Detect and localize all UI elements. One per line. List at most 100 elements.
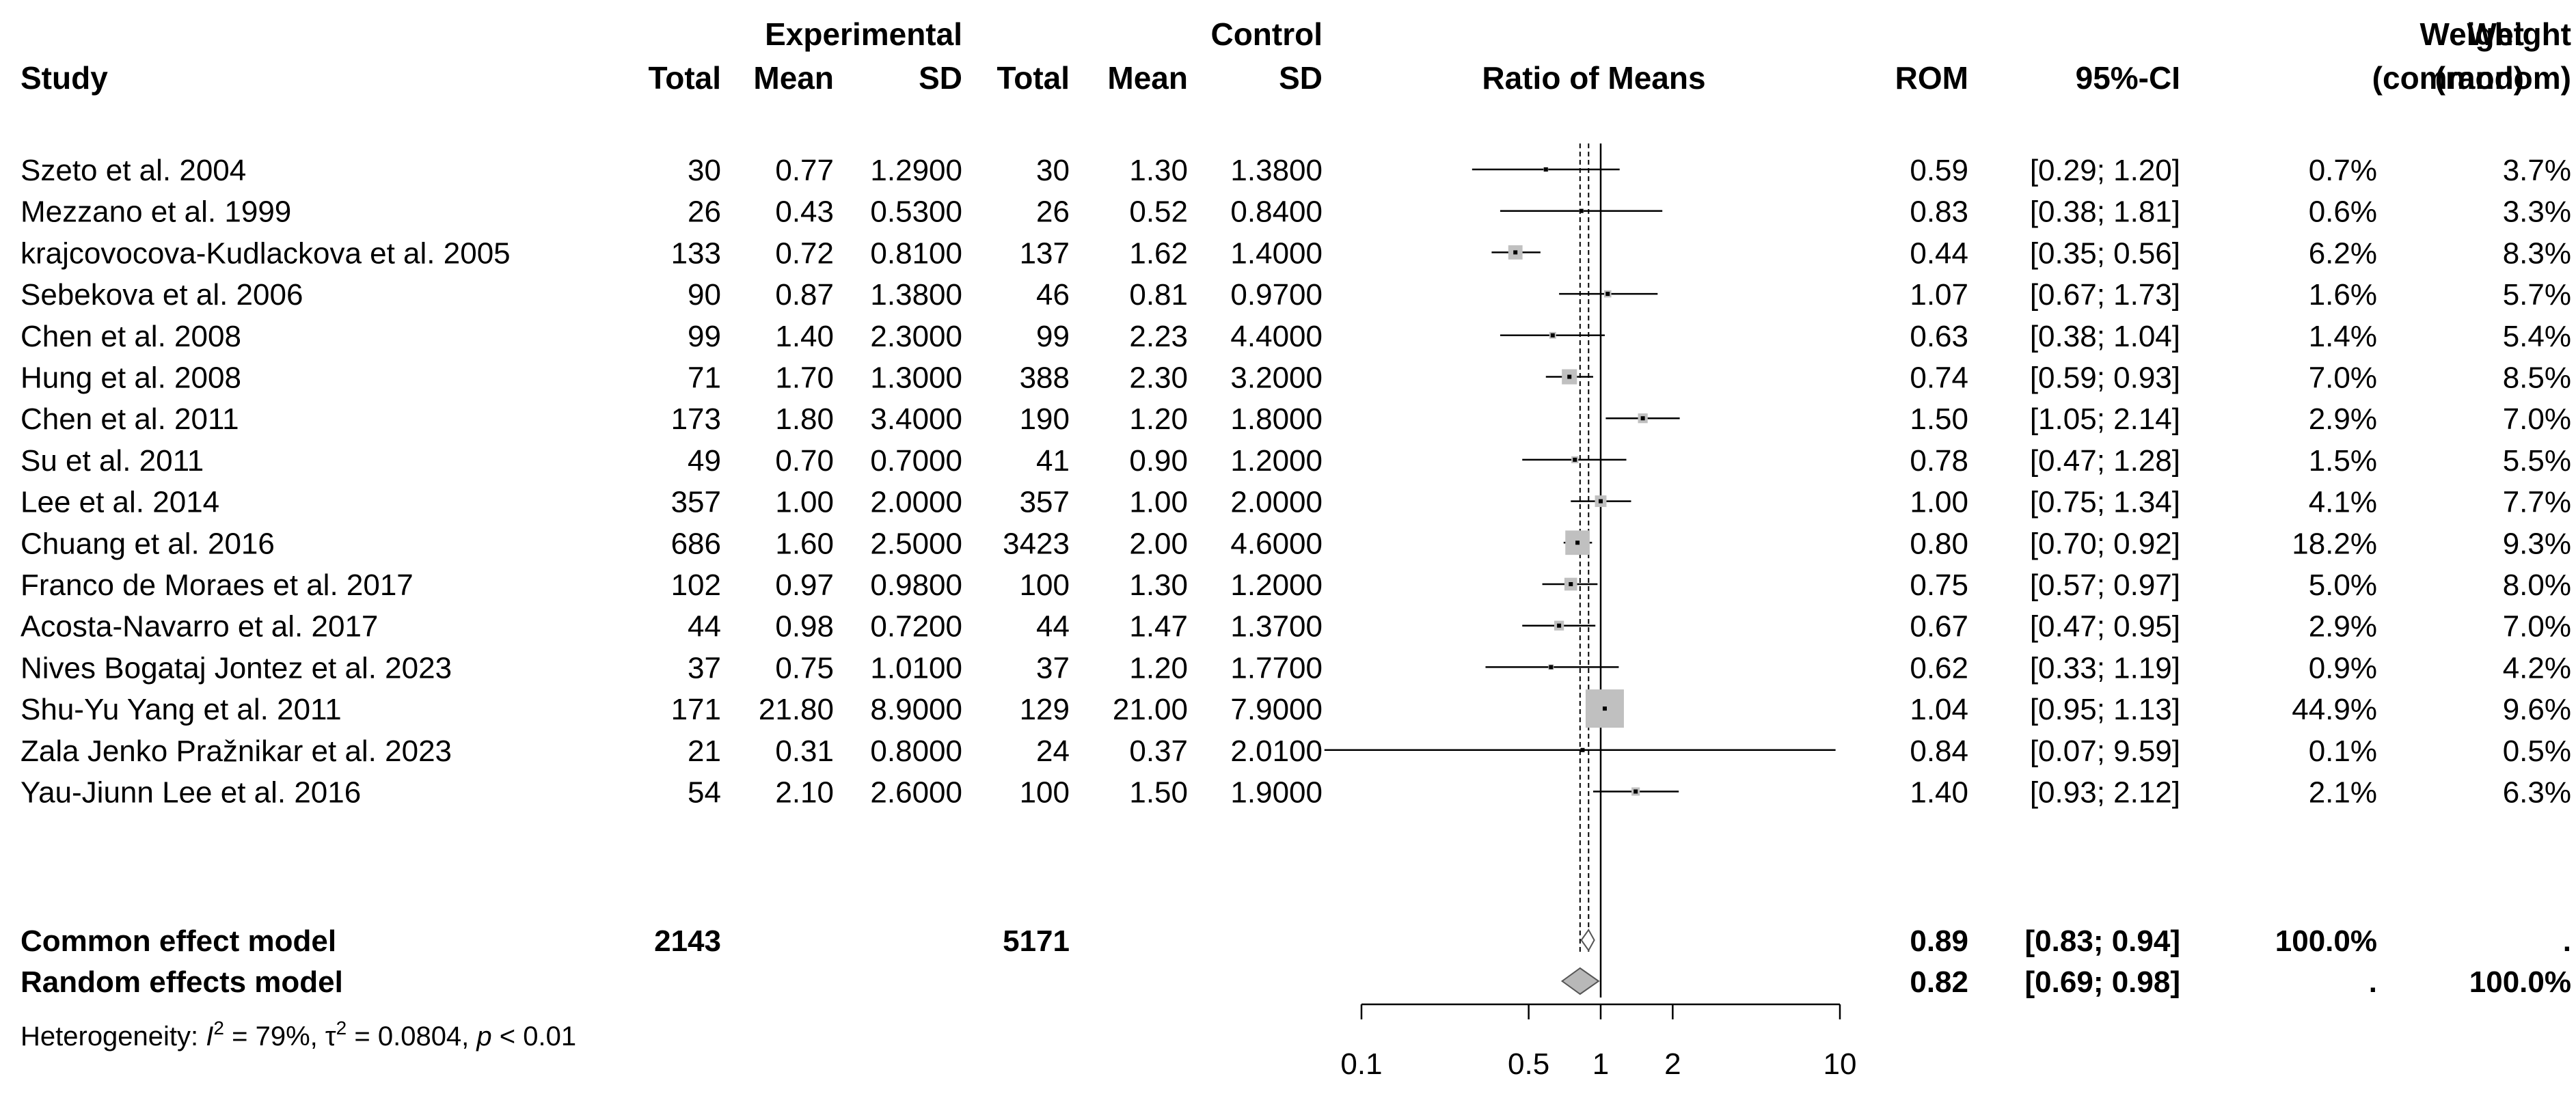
point-estimate xyxy=(1599,499,1603,504)
point-estimate xyxy=(1580,747,1585,752)
point-estimate xyxy=(1633,789,1638,794)
exp-mean: 1.70 xyxy=(775,361,834,395)
point-estimate xyxy=(1575,540,1580,545)
point-estimate xyxy=(1543,167,1548,171)
pooled-diamond xyxy=(1560,967,1600,995)
ctl-sd: 1.9000 xyxy=(1230,776,1323,810)
exp-total: 30 xyxy=(688,154,721,187)
exp-mean: 1.00 xyxy=(775,486,834,519)
weight-random: 3.7% xyxy=(2503,154,2571,187)
ci-value: [0.38; 1.04] xyxy=(2030,320,2180,353)
ctl-total: 37 xyxy=(1036,651,1070,685)
ctl-total: 44 xyxy=(1036,610,1070,644)
exp-sd: 2.5000 xyxy=(870,527,962,560)
ctl-mean: 1.00 xyxy=(1129,486,1188,519)
ctl-total: 129 xyxy=(1020,693,1070,726)
ci-value: [0.67; 1.73] xyxy=(2030,278,2180,312)
header-study: Study xyxy=(21,60,108,96)
pooled-rows: Common effect model 2143 5171 0.89 [0.83; 0.… xyxy=(21,924,2571,999)
ctl-total: 3423 xyxy=(1003,527,1070,560)
weight-common: 2.9% xyxy=(2309,610,2377,644)
ctl-total: 46 xyxy=(1036,278,1070,312)
point-estimate xyxy=(1640,416,1645,421)
weight-common: 7.0% xyxy=(2309,361,2377,395)
study-row: Hung et al. 2008 71 1.70 1.3000 388 2.30 3.200… xyxy=(21,361,2571,395)
exp-mean: 0.72 xyxy=(775,236,834,270)
weight-random: 5.4% xyxy=(2503,320,2571,353)
study-row: Szeto et al. 2004 30 0.77 1.2900 30 1.30 1.380… xyxy=(21,154,2571,187)
header-ci: 95%-CI xyxy=(2076,60,2180,96)
ctl-total: 41 xyxy=(1036,444,1070,478)
exp-sd: 0.7000 xyxy=(870,444,962,478)
header-weight-random-line1: Weight xyxy=(2467,16,2571,52)
rom-value: 0.78 xyxy=(1910,444,1968,478)
heterogeneity-text: Heterogeneity: I2 = 79%, τ2 = 0.0804, p … xyxy=(21,1017,576,1051)
weight-random: 0.5% xyxy=(2503,734,2571,768)
exp-total: 90 xyxy=(688,278,721,312)
exp-mean: 1.60 xyxy=(775,527,834,560)
ctl-sd: 4.4000 xyxy=(1230,320,1323,353)
rom-value: 0.59 xyxy=(1910,154,1968,187)
study-row: Chen et al. 2008 99 1.40 2.3000 99 2.23 4.4000… xyxy=(21,320,2571,353)
ci-value: [0.47; 0.95] xyxy=(2030,610,2180,644)
weight-random: 5.7% xyxy=(2503,278,2571,312)
pooled-label: Random effects model xyxy=(21,965,343,999)
ci-value: [0.93; 2.12] xyxy=(2030,776,2180,810)
exp-mean: 0.97 xyxy=(775,568,834,602)
point-estimate xyxy=(1579,208,1584,213)
study-name: Sebekova et al. 2006 xyxy=(21,278,303,312)
exp-sd: 1.3000 xyxy=(870,361,962,395)
ctl-sd: 1.7700 xyxy=(1230,651,1323,685)
point-estimate xyxy=(1573,457,1577,462)
study-name: Nives Bogataj Jontez et al. 2023 xyxy=(21,651,452,685)
ci-value: [0.29; 1.20] xyxy=(2030,154,2180,187)
ctl-total: 388 xyxy=(1020,361,1070,395)
weight-common: 0.1% xyxy=(2309,734,2377,768)
study-name: krajcovocova-Kudlackova et al. 2005 xyxy=(21,236,511,270)
exp-sd: 1.3800 xyxy=(870,278,962,312)
exp-sd: 0.8100 xyxy=(870,236,962,270)
study-name: Yau-Jiunn Lee et al. 2016 xyxy=(21,776,361,810)
weight-random: 6.3% xyxy=(2503,776,2571,810)
weight-common: 0.7% xyxy=(2309,154,2377,187)
study-name: Zala Jenko Pražnikar et al. 2023 xyxy=(21,734,452,768)
study-row: Mezzano et al. 1999 26 0.43 0.5300 26 0.52 0.8… xyxy=(21,195,2571,229)
exp-total: 49 xyxy=(688,444,721,478)
weight-common: 1.5% xyxy=(2309,444,2377,478)
ci-value: [0.07; 9.59] xyxy=(2030,734,2180,768)
rom-value: 1.50 xyxy=(1910,402,1968,436)
study-row: Yau-Jiunn Lee et al. 2016 54 2.10 2.6000 100… xyxy=(21,776,2571,810)
ctl-mean: 2.30 xyxy=(1129,361,1188,395)
study-row: Lee et al. 2014 357 1.00 2.0000 357 1.00 2.000… xyxy=(21,486,2571,519)
rom-value: 0.83 xyxy=(1910,195,1968,229)
ctl-total: 99 xyxy=(1036,320,1070,353)
study-name: Chuang et al. 2016 xyxy=(21,527,275,560)
rom-value: 0.44 xyxy=(1910,236,1968,270)
exp-total: 71 xyxy=(688,361,721,395)
weight-random: 9.3% xyxy=(2503,527,2571,560)
ctl-sd: 1.3800 xyxy=(1230,154,1323,187)
ctl-sd: 1.4000 xyxy=(1230,236,1323,270)
weight-random: 7.7% xyxy=(2503,486,2571,519)
exp-sd: 3.4000 xyxy=(870,402,962,436)
rom-value: 1.07 xyxy=(1910,278,1968,312)
rom-value: 0.84 xyxy=(1910,734,1968,768)
exp-sd: 0.5300 xyxy=(870,195,962,229)
ctl-sd: 1.2000 xyxy=(1230,568,1323,602)
weight-random: 5.5% xyxy=(2503,444,2571,478)
exp-sd: 8.9000 xyxy=(870,693,962,726)
ctl-sd: 4.6000 xyxy=(1230,527,1323,560)
header-control: Control xyxy=(1210,16,1323,52)
rom-value: 0.67 xyxy=(1910,610,1968,644)
ctl-mean: 1.30 xyxy=(1129,154,1188,187)
study-name: Chen et al. 2008 xyxy=(21,320,241,353)
ctl-mean: 0.37 xyxy=(1129,734,1188,768)
ci-value: [1.05; 2.14] xyxy=(2030,402,2180,436)
exp-sd: 2.3000 xyxy=(870,320,962,353)
ctl-total: 357 xyxy=(1020,486,1070,519)
ctl-mean: 0.90 xyxy=(1129,444,1188,478)
exp-mean: 0.43 xyxy=(775,195,834,229)
study-name: Hung et al. 2008 xyxy=(21,361,241,395)
exp-total: 54 xyxy=(688,776,721,810)
study-row: Shu-Yu Yang et al. 2011 171 21.80 8.9000 129… xyxy=(21,689,2571,728)
